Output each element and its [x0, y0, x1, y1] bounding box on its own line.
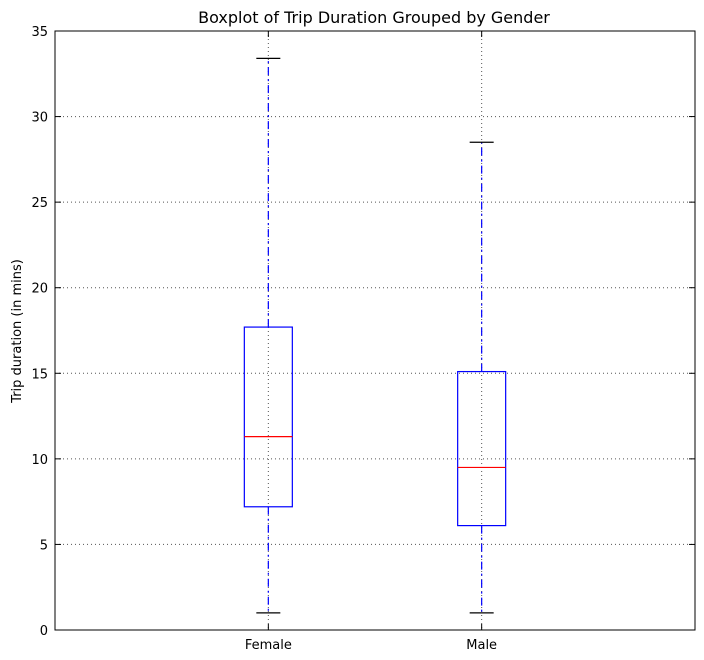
plot-frame — [54, 30, 696, 631]
box-layer — [243, 57, 507, 614]
y-tick-label: 30 — [31, 111, 48, 126]
x-tick-label-male: Male — [466, 638, 497, 653]
iqr-box — [243, 326, 293, 508]
y-tick-label: 10 — [31, 453, 48, 468]
y-tick-label: 35 — [31, 25, 48, 40]
y-tick-label: 15 — [31, 367, 48, 382]
chart-title: Boxplot of Trip Duration Grouped by Gend… — [198, 8, 550, 27]
y-tick-label: 5 — [40, 538, 48, 553]
y-tick-label: 20 — [31, 282, 48, 297]
box-female — [243, 57, 293, 614]
iqr-box — [457, 370, 507, 527]
grid-lines — [55, 31, 695, 630]
y-tick-label: 0 — [40, 624, 48, 639]
tick-layer: 0 5 10 15 20 25 30 35 Female Male — [31, 25, 695, 653]
x-tick-label-female: Female — [245, 638, 292, 653]
box-male — [457, 141, 507, 614]
y-axis-label: Trip duration (in mins) — [10, 259, 25, 404]
y-tick-label: 25 — [31, 196, 48, 211]
